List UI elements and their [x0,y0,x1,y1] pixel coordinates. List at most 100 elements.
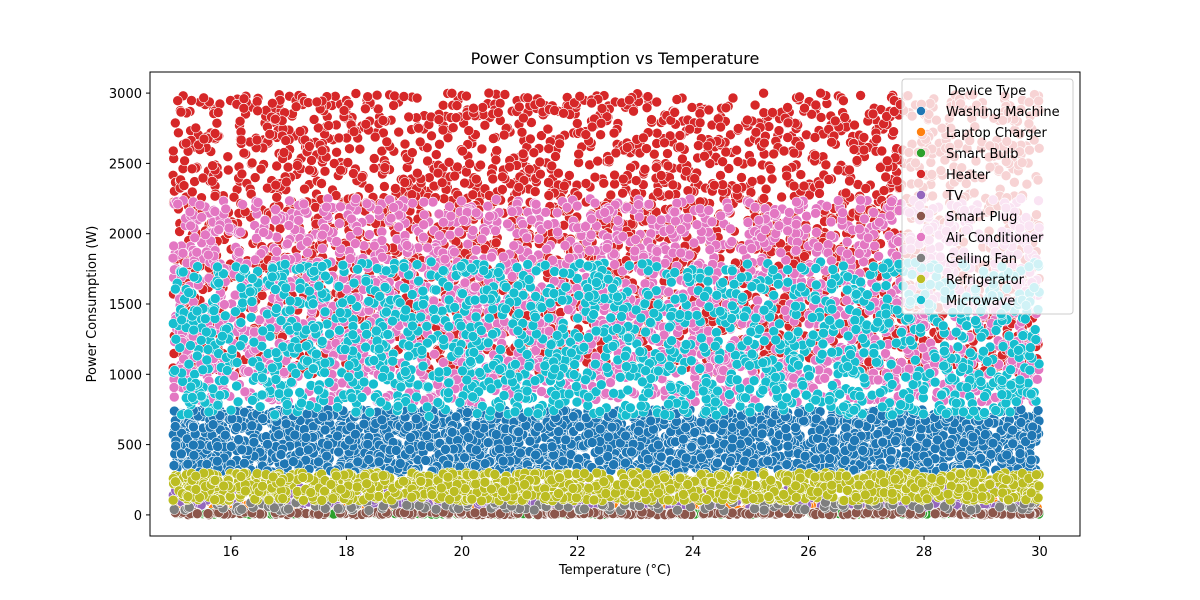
data-point [246,420,258,432]
data-point [642,453,654,465]
data-point [176,448,187,460]
data-point [609,178,620,190]
data-point [233,434,244,445]
data-point [1014,448,1026,459]
data-point [426,130,437,142]
data-point [746,176,758,187]
data-point [749,99,761,111]
data-point [956,450,967,462]
data-point [236,444,248,456]
data-point [712,457,723,469]
data-point [782,132,794,143]
data-point [319,424,331,436]
data-point [810,454,821,465]
data-point [633,425,644,437]
data-point [756,428,768,440]
data-point [727,433,738,445]
data-point [275,449,287,460]
data-point [987,437,999,449]
data-point [671,94,683,105]
data-point [617,187,628,199]
data-point [182,458,194,470]
data-point [686,441,697,453]
data-point [670,458,682,469]
data-point [362,438,374,450]
data-point [373,456,385,468]
data-point [773,125,785,136]
data-point [855,90,866,101]
data-point [299,183,310,195]
data-point [646,114,657,125]
data-point [214,98,226,110]
data-point [695,452,707,464]
data-point [440,444,451,455]
data-point [273,429,285,441]
data-point [975,453,987,464]
data-point [399,138,411,150]
data-point [689,427,701,438]
data-point [358,418,370,430]
data-point [317,411,329,423]
data-point [249,172,261,183]
data-point [1032,405,1044,416]
data-point [726,442,738,453]
data-point [708,422,720,434]
data-point [388,100,399,111]
data-point [168,145,179,157]
data-point [620,430,631,442]
data-point [546,441,558,453]
data-point [280,418,292,430]
data-point [394,458,406,469]
data-point [557,455,569,467]
data-point [553,426,564,437]
data-point [944,438,956,450]
data-point [876,145,888,157]
data-point [463,432,474,443]
data-point [331,147,342,158]
data-point [515,447,526,459]
data-point [333,446,344,458]
data-point [758,193,770,204]
data-point [459,452,470,464]
data-point [168,460,180,471]
data-point [780,423,792,434]
data-point [257,413,268,424]
data-point [602,451,614,462]
data-point [363,183,375,194]
data-point [248,436,260,448]
data-point [885,454,897,466]
data-point [560,434,572,446]
data-point [680,452,692,464]
data-point [735,419,747,431]
data-point [967,431,979,443]
data-point [350,428,361,440]
data-point [839,455,851,466]
data-point [825,415,837,427]
data-point [645,415,657,427]
data-point [844,175,855,187]
data-point [724,456,736,467]
data-point [824,453,835,464]
data-point [524,435,536,447]
data-point [530,449,541,461]
data-point [211,117,223,129]
data-point [289,429,301,441]
data-point [502,435,514,446]
chart-title: Power Consumption vs Temperature [471,49,760,68]
data-point [173,127,184,139]
data-point [985,448,997,460]
data-point [207,419,219,430]
data-point [782,440,794,452]
data-point [287,456,299,467]
data-point [755,174,767,186]
data-point [680,422,691,433]
data-point [853,418,865,430]
data-point [564,170,575,181]
data-point [461,90,472,102]
data-point [533,421,544,433]
data-point [781,459,793,470]
data-point [321,450,333,462]
data-point [921,437,933,449]
data-point [586,437,598,448]
data-point [938,461,950,473]
